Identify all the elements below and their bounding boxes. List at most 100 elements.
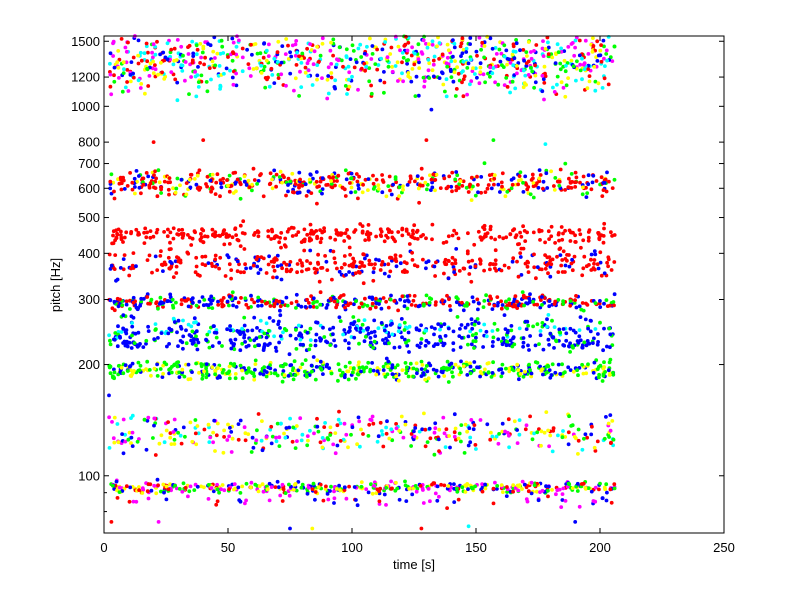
data-point xyxy=(488,224,493,229)
data-point xyxy=(580,447,585,452)
data-point xyxy=(213,449,217,453)
data-point xyxy=(316,252,320,257)
data-point xyxy=(384,425,388,430)
data-point xyxy=(272,301,277,306)
data-point xyxy=(452,41,457,46)
data-point xyxy=(169,247,173,251)
data-point xyxy=(295,191,300,195)
data-point xyxy=(596,332,600,336)
data-point xyxy=(456,71,461,76)
data-point xyxy=(243,340,248,344)
data-point xyxy=(298,258,302,263)
data-point xyxy=(152,416,157,421)
data-point xyxy=(328,48,333,53)
data-point xyxy=(373,305,378,310)
data-point xyxy=(205,332,210,337)
data-point xyxy=(123,439,128,444)
data-point xyxy=(167,192,171,197)
data-point xyxy=(119,37,124,41)
data-point xyxy=(366,490,371,495)
data-point xyxy=(122,339,127,344)
data-point xyxy=(176,318,181,323)
data-point xyxy=(532,431,536,436)
data-point xyxy=(442,322,447,327)
data-point xyxy=(227,189,232,194)
data-point xyxy=(568,350,572,354)
data-point xyxy=(262,64,267,69)
data-point xyxy=(610,419,615,423)
data-point xyxy=(320,191,324,196)
data-point xyxy=(573,233,577,238)
data-point xyxy=(566,45,571,49)
data-point xyxy=(520,290,525,294)
data-point xyxy=(152,366,157,371)
data-point xyxy=(230,75,235,80)
data-point xyxy=(298,337,303,342)
data-point xyxy=(321,498,326,503)
data-point xyxy=(369,262,374,267)
data-point xyxy=(606,82,611,87)
data-point xyxy=(412,263,417,268)
data-point xyxy=(397,345,402,349)
data-point xyxy=(590,50,595,54)
data-point xyxy=(518,230,522,235)
data-point xyxy=(604,482,609,487)
data-point xyxy=(279,263,284,268)
data-point xyxy=(131,315,136,320)
data-point xyxy=(491,340,495,344)
data-point xyxy=(593,88,598,93)
data-point xyxy=(447,174,452,179)
data-point xyxy=(422,34,426,39)
data-point xyxy=(166,487,171,492)
data-point xyxy=(266,229,271,233)
data-point xyxy=(607,179,611,184)
data-point xyxy=(261,489,266,494)
data-point xyxy=(492,173,497,178)
data-point xyxy=(547,237,551,242)
data-point xyxy=(251,445,256,450)
data-point xyxy=(401,184,405,189)
data-point xyxy=(505,62,509,67)
data-point xyxy=(236,300,241,305)
data-point xyxy=(109,92,114,97)
data-point xyxy=(300,432,305,437)
data-point xyxy=(532,85,536,90)
data-point xyxy=(204,366,209,371)
data-point xyxy=(526,489,531,494)
data-point xyxy=(293,482,298,486)
data-point xyxy=(540,46,545,51)
data-point xyxy=(303,182,308,187)
data-point xyxy=(349,432,353,437)
data-point xyxy=(209,294,214,299)
data-point xyxy=(328,296,333,301)
data-point xyxy=(274,435,278,440)
data-point xyxy=(111,436,116,441)
data-point xyxy=(361,182,365,187)
data-point xyxy=(324,364,329,369)
data-point xyxy=(294,336,298,341)
data-point xyxy=(586,52,591,56)
data-point xyxy=(573,38,578,43)
data-point xyxy=(400,71,404,76)
data-point xyxy=(343,194,348,198)
data-point xyxy=(458,44,463,49)
data-point xyxy=(164,497,169,502)
data-point xyxy=(523,319,528,324)
x-tick-label: 150 xyxy=(465,540,487,555)
data-point xyxy=(390,321,394,326)
data-point xyxy=(333,431,338,435)
data-point xyxy=(194,182,199,187)
data-point xyxy=(483,367,487,372)
data-point xyxy=(605,58,609,63)
data-point xyxy=(181,425,186,430)
data-point xyxy=(448,304,452,308)
data-point xyxy=(542,430,547,435)
data-point xyxy=(254,336,259,341)
data-point xyxy=(210,264,215,268)
data-point xyxy=(544,171,549,176)
data-point xyxy=(306,485,311,490)
data-point xyxy=(437,449,441,453)
data-point xyxy=(586,341,590,346)
data-point xyxy=(535,322,540,327)
data-point xyxy=(233,337,238,342)
